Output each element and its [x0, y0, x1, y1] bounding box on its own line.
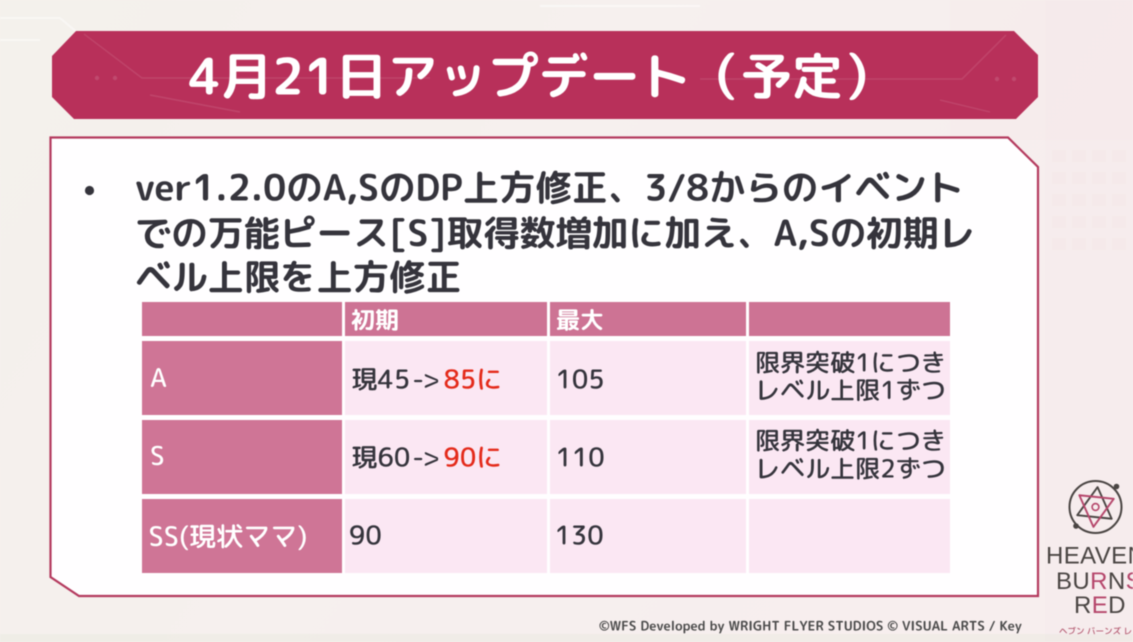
- svg-text:BURNS: BURNS: [1056, 568, 1133, 595]
- svg-text:RED: RED: [1074, 592, 1126, 619]
- svg-text:HEAVEN: HEAVEN: [1046, 543, 1133, 570]
